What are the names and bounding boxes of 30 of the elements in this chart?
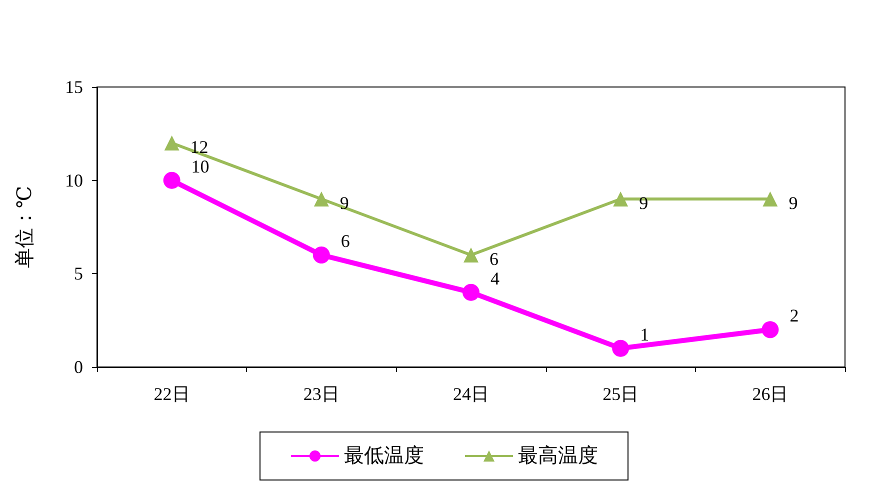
- point: [314, 192, 329, 206]
- y-axis-title: 单位：℃: [14, 186, 36, 268]
- point: [762, 192, 778, 206]
- data-label: 2: [790, 306, 799, 326]
- data-label: 6: [490, 249, 498, 269]
- x-tick-label: 24日: [453, 384, 489, 404]
- data-label: 4: [490, 268, 500, 288]
- legend-label: 最低温度: [344, 445, 424, 467]
- point: [464, 248, 478, 262]
- point: [613, 192, 628, 206]
- legend-label: 最高温度: [518, 444, 598, 467]
- point: [163, 172, 180, 189]
- data-label: 9: [788, 193, 798, 213]
- y-tick-label: 15: [65, 77, 83, 97]
- data-label: 1: [640, 324, 650, 344]
- point: [312, 246, 330, 264]
- y-tick-label: 0: [74, 357, 83, 377]
- point: [462, 284, 480, 301]
- y-tick-label: 10: [65, 170, 83, 190]
- point: [164, 136, 180, 150]
- x-tick-label: 25日: [602, 384, 639, 404]
- point: [612, 340, 630, 357]
- data-label: 6: [340, 231, 350, 251]
- x-tick-label: 26日: [752, 384, 788, 404]
- data-label: 12: [190, 137, 208, 157]
- point: [762, 321, 779, 338]
- x-tick-label: 22日: [154, 384, 190, 404]
- x-tick-label: 23日: [303, 384, 340, 404]
- data-label: 10: [191, 156, 210, 176]
- y-tick-label: 5: [74, 264, 83, 284]
